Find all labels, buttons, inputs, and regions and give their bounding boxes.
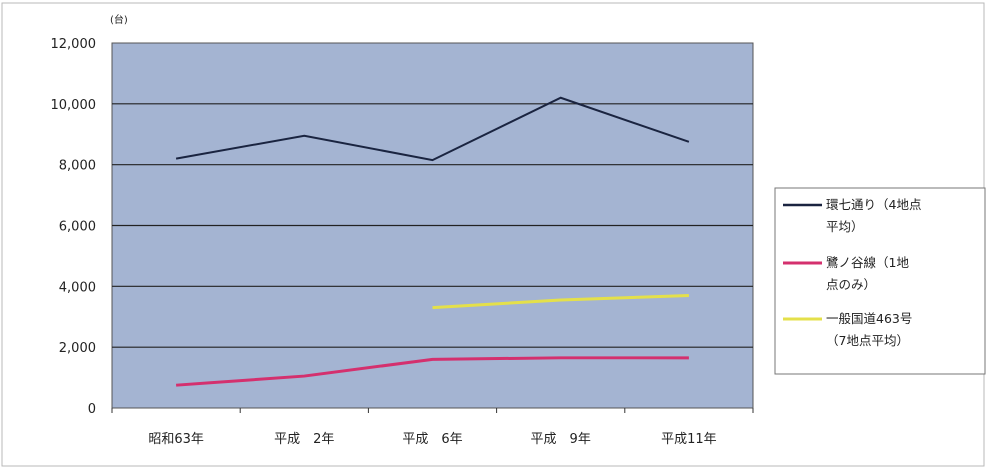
x-tick-label: 平成11年 xyxy=(661,432,717,447)
legend-label-3: 一般国道463号 xyxy=(826,311,912,326)
y-tick-label: 6,000 xyxy=(59,220,96,235)
y-tick-label: 10,000 xyxy=(51,98,97,113)
y-tick-label: 0 xyxy=(88,402,96,417)
legend-box xyxy=(774,187,986,375)
gridlines xyxy=(112,103,753,348)
legend-label-1: 環七通り（4地点 xyxy=(826,197,921,212)
x-tick-label: 平成 6年 xyxy=(402,432,462,447)
x-tick-label: 昭和63年 xyxy=(148,432,204,447)
y-tick-label: 12,000 xyxy=(51,37,97,52)
y-tick-label: 2,000 xyxy=(59,341,96,356)
y-axis-tick-labels: 0 2,000 4,000 6,000 8,000 10,000 12,000 xyxy=(51,37,97,417)
legend-label-3: （7地点平均） xyxy=(826,333,909,348)
series-lines xyxy=(175,96,690,387)
legend-label-1: 平均） xyxy=(826,219,864,234)
y-tick-label: 8,000 xyxy=(59,159,96,174)
series-line-2 xyxy=(175,356,689,387)
x-tick-label: 平成 2年 xyxy=(274,432,334,447)
legend-label-2: 鷺ノ谷線（1地 xyxy=(826,255,909,270)
y-axis-unit-label: (台) xyxy=(110,13,128,26)
y-tick-label: 4,000 xyxy=(59,280,96,295)
series-line-3 xyxy=(432,293,689,310)
legend-label-2: 点のみ） xyxy=(826,277,876,292)
series-line-1 xyxy=(175,96,690,162)
x-axis-tick-labels: 昭和63年 平成 2年 平成 6年 平成 9年 平成11年 xyxy=(111,408,754,447)
x-tick-label: 平成 9年 xyxy=(531,432,591,447)
